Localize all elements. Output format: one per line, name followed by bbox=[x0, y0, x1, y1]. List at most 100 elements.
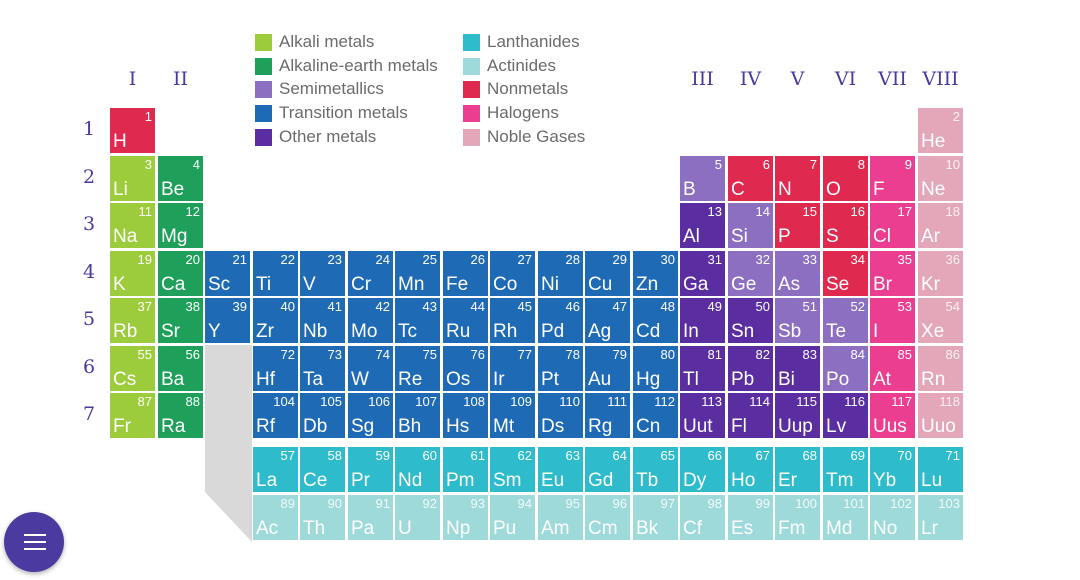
element-cell-cu[interactable]: 29 Cu bbox=[585, 251, 630, 296]
element-cell-fr[interactable]: 87 Fr bbox=[110, 393, 155, 438]
element-cell-ca[interactable]: 20 Ca bbox=[158, 251, 203, 296]
element-cell-zn[interactable]: 30 Zn bbox=[633, 251, 678, 296]
element-cell-k[interactable]: 19 K bbox=[110, 251, 155, 296]
element-cell-zr[interactable]: 40 Zr bbox=[253, 298, 298, 343]
element-cell-sn[interactable]: 50 Sn bbox=[728, 298, 773, 343]
element-cell-ho[interactable]: 67 Ho bbox=[728, 447, 773, 492]
element-cell-p[interactable]: 15 P bbox=[775, 203, 820, 248]
element-cell-tl[interactable]: 81 Tl bbox=[680, 346, 725, 391]
element-cell-ru[interactable]: 44 Ru bbox=[443, 298, 488, 343]
element-cell-os[interactable]: 76 Os bbox=[443, 346, 488, 391]
element-cell-i[interactable]: 53 I bbox=[870, 298, 915, 343]
element-cell-mn[interactable]: 25 Mn bbox=[395, 251, 440, 296]
element-cell-sb[interactable]: 51 Sb bbox=[775, 298, 820, 343]
element-cell-mg[interactable]: 12 Mg bbox=[158, 203, 203, 248]
element-cell-bi[interactable]: 83 Bi bbox=[775, 346, 820, 391]
element-cell-se[interactable]: 34 Se bbox=[823, 251, 868, 296]
element-cell-pd[interactable]: 46 Pd bbox=[538, 298, 583, 343]
element-cell-uut[interactable]: 113 Uut bbox=[680, 393, 725, 438]
element-cell-ds[interactable]: 110 Ds bbox=[538, 393, 583, 438]
element-cell-al[interactable]: 13 Al bbox=[680, 203, 725, 248]
element-cell-eu[interactable]: 63 Eu bbox=[538, 447, 583, 492]
element-cell-na[interactable]: 11 Na bbox=[110, 203, 155, 248]
element-cell-cr[interactable]: 24 Cr bbox=[348, 251, 393, 296]
element-cell-at[interactable]: 85 At bbox=[870, 346, 915, 391]
element-cell-te[interactable]: 52 Te bbox=[823, 298, 868, 343]
element-cell-dy[interactable]: 66 Dy bbox=[680, 447, 725, 492]
element-cell-be[interactable]: 4 Be bbox=[158, 156, 203, 201]
element-cell-ni[interactable]: 28 Ni bbox=[538, 251, 583, 296]
element-cell-ge[interactable]: 32 Ge bbox=[728, 251, 773, 296]
element-cell-mo[interactable]: 42 Mo bbox=[348, 298, 393, 343]
element-cell-am[interactable]: 95 Am bbox=[538, 495, 583, 540]
element-cell-yb[interactable]: 70 Yb bbox=[870, 447, 915, 492]
element-cell-as[interactable]: 33 As bbox=[775, 251, 820, 296]
element-cell-uuo[interactable]: 118 Uuo bbox=[918, 393, 963, 438]
element-cell-bh[interactable]: 107 Bh bbox=[395, 393, 440, 438]
element-cell-rf[interactable]: 104 Rf bbox=[253, 393, 298, 438]
element-cell-ir[interactable]: 77 Ir bbox=[490, 346, 535, 391]
element-cell-fm[interactable]: 100 Fm bbox=[775, 495, 820, 540]
element-cell-br[interactable]: 35 Br bbox=[870, 251, 915, 296]
element-cell-cl[interactable]: 17 Cl bbox=[870, 203, 915, 248]
element-cell-ar[interactable]: 18 Ar bbox=[918, 203, 963, 248]
element-cell-er[interactable]: 68 Er bbox=[775, 447, 820, 492]
element-cell-sg[interactable]: 106 Sg bbox=[348, 393, 393, 438]
element-cell-db[interactable]: 105 Db bbox=[300, 393, 345, 438]
element-cell-pu[interactable]: 94 Pu bbox=[490, 495, 535, 540]
element-cell-gd[interactable]: 64 Gd bbox=[585, 447, 630, 492]
element-cell-ti[interactable]: 22 Ti bbox=[253, 251, 298, 296]
element-cell-rg[interactable]: 111 Rg bbox=[585, 393, 630, 438]
element-cell-cm[interactable]: 96 Cm bbox=[585, 495, 630, 540]
element-cell-kr[interactable]: 36 Kr bbox=[918, 251, 963, 296]
element-cell-np[interactable]: 93 Np bbox=[443, 495, 488, 540]
element-cell-pa[interactable]: 91 Pa bbox=[348, 495, 393, 540]
element-cell-u[interactable]: 92 U bbox=[395, 495, 440, 540]
element-cell-pr[interactable]: 59 Pr bbox=[348, 447, 393, 492]
element-cell-fe[interactable]: 26 Fe bbox=[443, 251, 488, 296]
element-cell-sc[interactable]: 21 Sc bbox=[205, 251, 250, 296]
element-cell-es[interactable]: 99 Es bbox=[728, 495, 773, 540]
element-cell-v[interactable]: 23 V bbox=[300, 251, 345, 296]
element-cell-ga[interactable]: 31 Ga bbox=[680, 251, 725, 296]
element-cell-li[interactable]: 3 Li bbox=[110, 156, 155, 201]
element-cell-fl[interactable]: 114 Fl bbox=[728, 393, 773, 438]
element-cell-y[interactable]: 39 Y bbox=[205, 298, 250, 343]
element-cell-xe[interactable]: 54 Xe bbox=[918, 298, 963, 343]
element-cell-co[interactable]: 27 Co bbox=[490, 251, 535, 296]
element-cell-hg[interactable]: 80 Hg bbox=[633, 346, 678, 391]
element-cell-sm[interactable]: 62 Sm bbox=[490, 447, 535, 492]
element-cell-ag[interactable]: 47 Ag bbox=[585, 298, 630, 343]
element-cell-ne[interactable]: 10 Ne bbox=[918, 156, 963, 201]
element-cell-sr[interactable]: 38 Sr bbox=[158, 298, 203, 343]
element-cell-ra[interactable]: 88 Ra bbox=[158, 393, 203, 438]
element-cell-lu[interactable]: 71 Lu bbox=[918, 447, 963, 492]
element-cell-w[interactable]: 74 W bbox=[348, 346, 393, 391]
element-cell-po[interactable]: 84 Po bbox=[823, 346, 868, 391]
element-cell-uup[interactable]: 115 Uup bbox=[775, 393, 820, 438]
element-cell-au[interactable]: 79 Au bbox=[585, 346, 630, 391]
element-cell-pt[interactable]: 78 Pt bbox=[538, 346, 583, 391]
element-cell-bk[interactable]: 97 Bk bbox=[633, 495, 678, 540]
element-cell-uus[interactable]: 117 Uus bbox=[870, 393, 915, 438]
element-cell-s[interactable]: 16 S bbox=[823, 203, 868, 248]
element-cell-tm[interactable]: 69 Tm bbox=[823, 447, 868, 492]
menu-button[interactable] bbox=[4, 512, 64, 572]
element-cell-cd[interactable]: 48 Cd bbox=[633, 298, 678, 343]
element-cell-hf[interactable]: 72 Hf bbox=[253, 346, 298, 391]
element-cell-rh[interactable]: 45 Rh bbox=[490, 298, 535, 343]
element-cell-tc[interactable]: 43 Tc bbox=[395, 298, 440, 343]
element-cell-ce[interactable]: 58 Ce bbox=[300, 447, 345, 492]
element-cell-lr[interactable]: 103 Lr bbox=[918, 495, 963, 540]
element-cell-pb[interactable]: 82 Pb bbox=[728, 346, 773, 391]
element-cell-md[interactable]: 101 Md bbox=[823, 495, 868, 540]
element-cell-ac[interactable]: 89 Ac bbox=[253, 495, 298, 540]
element-cell-ba[interactable]: 56 Ba bbox=[158, 346, 203, 391]
element-cell-re[interactable]: 75 Re bbox=[395, 346, 440, 391]
element-cell-th[interactable]: 90 Th bbox=[300, 495, 345, 540]
element-cell-tb[interactable]: 65 Tb bbox=[633, 447, 678, 492]
element-cell-mt[interactable]: 109 Mt bbox=[490, 393, 535, 438]
